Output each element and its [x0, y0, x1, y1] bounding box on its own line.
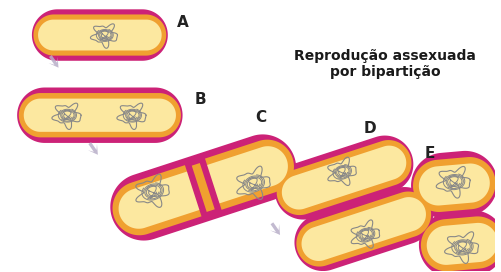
Polygon shape [295, 187, 433, 271]
Polygon shape [88, 142, 98, 155]
Polygon shape [119, 146, 288, 229]
Polygon shape [184, 157, 222, 218]
Polygon shape [192, 163, 215, 212]
Polygon shape [275, 135, 413, 220]
Polygon shape [17, 88, 182, 143]
Text: B: B [194, 92, 206, 107]
Polygon shape [282, 146, 406, 209]
Polygon shape [270, 222, 280, 235]
Polygon shape [427, 223, 497, 265]
Polygon shape [110, 134, 296, 240]
Polygon shape [19, 93, 181, 137]
Text: E: E [425, 146, 435, 161]
Polygon shape [34, 14, 166, 56]
Polygon shape [302, 197, 426, 261]
Polygon shape [411, 151, 497, 218]
Polygon shape [413, 157, 495, 212]
Polygon shape [277, 140, 411, 215]
Text: C: C [256, 110, 267, 125]
Polygon shape [421, 217, 501, 271]
Polygon shape [419, 210, 501, 272]
Polygon shape [24, 98, 176, 132]
Text: D: D [364, 121, 376, 136]
Polygon shape [32, 9, 168, 61]
Text: A: A [177, 15, 188, 30]
Polygon shape [49, 55, 59, 68]
Polygon shape [419, 163, 490, 206]
Polygon shape [297, 191, 431, 267]
Polygon shape [38, 20, 162, 51]
Text: Reprodução assexuada
por bipartição: Reprodução assexuada por bipartição [295, 49, 476, 79]
Polygon shape [113, 140, 294, 235]
